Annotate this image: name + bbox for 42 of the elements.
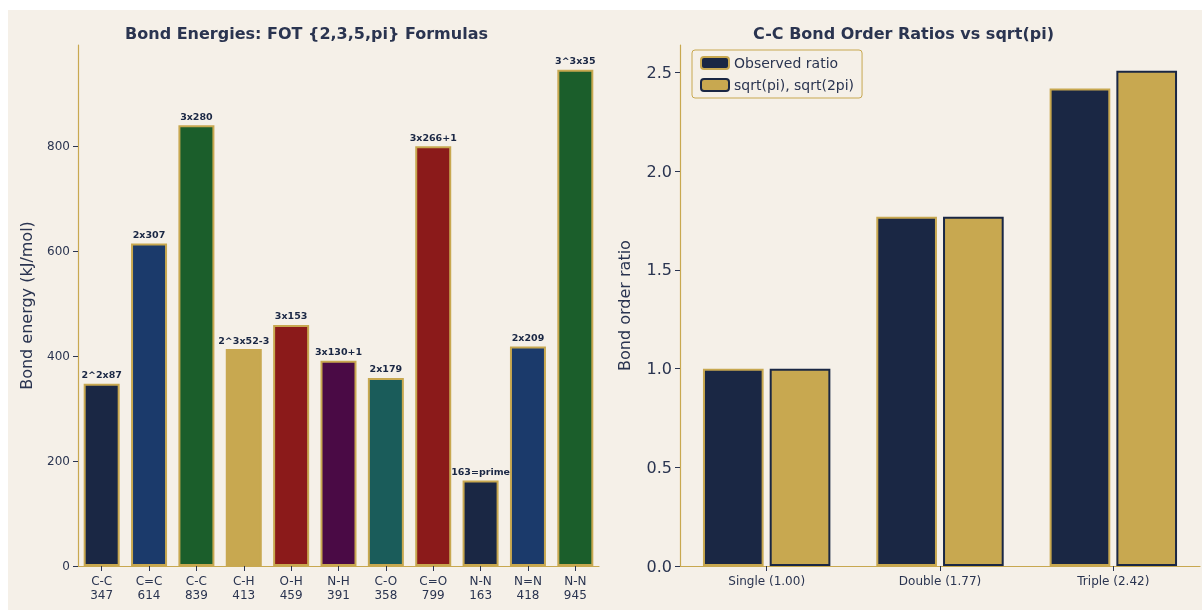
chart-title: Bond Energies: FOT {2,3,5,pi} Formulas [125, 23, 488, 43]
annotation: 3x153 [274, 310, 308, 322]
y-tick-label: 2.5 [646, 63, 672, 83]
y-tick-label: 0 [62, 559, 70, 573]
y-tick-label: 1.0 [646, 359, 672, 379]
annotation: 3^3x35 [555, 55, 596, 67]
x-tick-label: C-H 413 [232, 574, 256, 602]
y-axis-title: Bond order ratio [614, 240, 634, 371]
x-tick-label: C=C 614 [135, 574, 163, 602]
annotation: 3x280 [180, 110, 214, 122]
x-tick-label: O-H 459 [279, 574, 303, 602]
annotation: 2x179 [369, 363, 403, 375]
y-tick-label: 800 [47, 138, 70, 153]
annotation: 2^3x52-3 [218, 334, 270, 346]
annotation: 3x266+1 [409, 131, 457, 143]
x-tick-label: Triple (2.42) [1076, 574, 1150, 588]
y-axis-title: Bond energy (kJ/mol) [16, 221, 36, 390]
x-tick-label: C-O 358 [374, 574, 398, 602]
x-tick-label: Single (1.00) [728, 574, 806, 588]
legend-label: Observed ratio [734, 55, 839, 71]
chart-title: C-C Bond Order Ratios vs sqrt(pi) [753, 23, 1054, 43]
annotation: 2x209 [511, 331, 545, 343]
annotation: 163=prime [451, 465, 511, 477]
annotation: 3x130+1 [314, 346, 363, 358]
y-tick-label: 2.0 [646, 161, 672, 181]
annotation: 2^2x87 [81, 369, 122, 381]
y-tick-label: 1.5 [646, 260, 672, 280]
x-tick-label: C-C 347 [90, 574, 114, 602]
y-tick-label: 0.0 [646, 556, 672, 576]
x-tick-label: N=N 418 [513, 574, 542, 602]
annotation: 2x307 [132, 229, 166, 241]
x-tick-label: C-C 839 [184, 574, 208, 602]
x-tick-label: N-N 945 [563, 574, 587, 602]
y-tick-label: 0.5 [646, 457, 672, 477]
x-tick-label: Double (1.77) [898, 574, 982, 588]
y-tick-label: 200 [47, 453, 70, 468]
x-tick-label: C=O 799 [419, 574, 448, 602]
x-tick-label: N-N 163 [469, 574, 493, 602]
y-tick-label: 600 [47, 243, 70, 258]
y-tick-label: 400 [47, 348, 70, 363]
x-tick-label: N-H 391 [327, 574, 350, 602]
legend-label: sqrt(pi), sqrt(2pi) [734, 77, 855, 93]
